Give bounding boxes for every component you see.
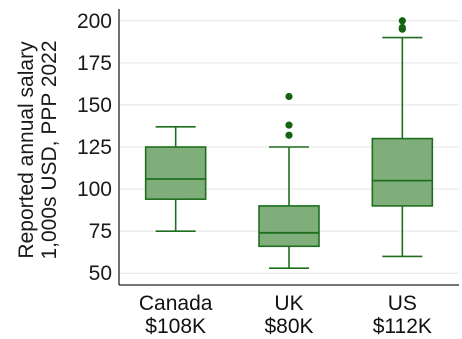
- y-tick-label-50: 50: [89, 262, 112, 285]
- x-sublabel-uk: $80K: [264, 315, 313, 338]
- y-axis-title-line-2: 1,000s USD, PPP 2022: [38, 40, 61, 259]
- x-label-uk: UK: [274, 292, 303, 315]
- y-tick-labels: 50 75 100 125 150 175 200: [77, 10, 112, 285]
- y-tick-label-150: 150: [77, 94, 112, 117]
- x-sublabel-canada: $108K: [145, 315, 206, 338]
- y-tick-label-200: 200: [77, 10, 112, 33]
- iqr-box-us: [371, 137, 434, 207]
- outlier-point-us-2: [398, 17, 406, 25]
- y-axis-title-line-1: Reported annual salary: [15, 41, 38, 259]
- y-tick-label-100: 100: [77, 178, 112, 201]
- box-us: [371, 17, 434, 258]
- outlier-point-uk-1: [285, 121, 293, 129]
- x-category-labels: Canada$108K UK$80K US$112K: [139, 292, 432, 338]
- x-label-canada: Canada: [139, 292, 213, 315]
- box-uk: [258, 92, 320, 269]
- axes: [118, 9, 459, 286]
- outlier-point-uk-2: [285, 92, 293, 101]
- outlier-point-us-1: [398, 23, 406, 32]
- y-tick-label-75: 75: [89, 220, 112, 243]
- outlier-point-uk-0: [285, 131, 293, 139]
- box-series: [144, 17, 434, 269]
- y-tick-label-175: 175: [77, 52, 112, 75]
- y-tick-label-125: 125: [77, 136, 112, 159]
- x-sublabel-us: $112K: [373, 315, 432, 338]
- iqr-box-canada: [144, 146, 207, 200]
- x-label-us: US: [388, 292, 417, 315]
- iqr-box-uk: [258, 205, 320, 248]
- box-canada: [144, 126, 207, 232]
